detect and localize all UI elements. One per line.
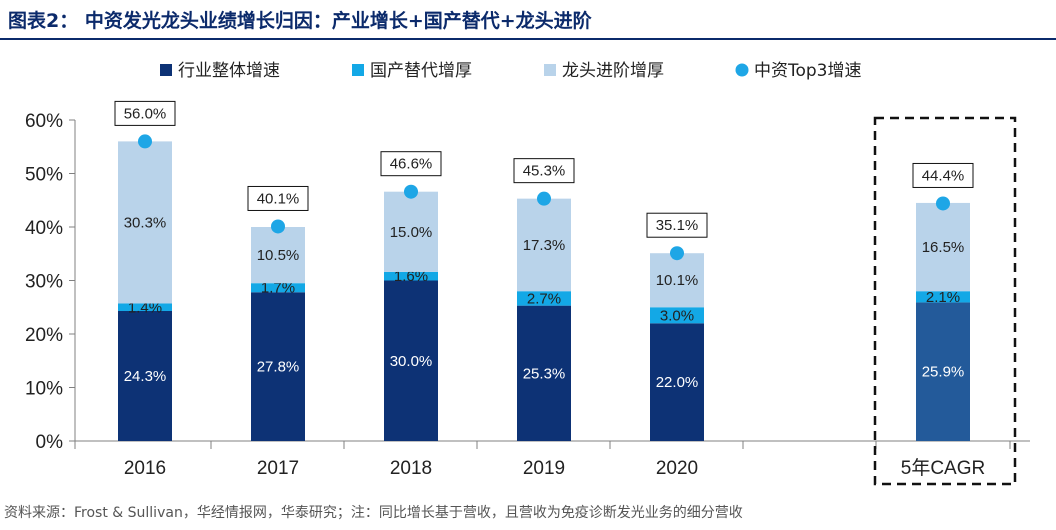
y-tick-label: 0% (36, 432, 64, 453)
total-value-label: 35.1% (656, 217, 699, 234)
bar-segment-label: 1.7% (261, 280, 295, 297)
bar-segment-label: 2.7% (527, 290, 561, 307)
bar-segment-label: 25.9% (922, 364, 965, 381)
total-value-label: 40.1% (257, 190, 300, 207)
total-value-label: 46.6% (390, 156, 433, 173)
bar-segment (650, 253, 704, 308)
bar-segment (251, 283, 305, 293)
top3-dot (271, 219, 285, 234)
bar-segment-label: 15.0% (390, 224, 433, 241)
bar-segment (650, 323, 704, 441)
total-label-box (114, 100, 176, 126)
total-label-box (912, 162, 974, 188)
x-tick-label: 2017 (257, 458, 299, 479)
source-note: 资料来源：Frost & Sullivan，华经情报网，华泰研究；注：同比增长基… (4, 505, 743, 521)
bar-segment-label: 30.3% (124, 214, 167, 231)
total-value-label: 56.0% (124, 105, 167, 122)
bar-segment (118, 303, 172, 311)
x-tick-label: 2020 (656, 458, 698, 479)
bar-segment (517, 291, 571, 306)
cagr-highlight-box (873, 116, 1017, 486)
legend-dot (735, 63, 749, 77)
y-tick-label: 20% (25, 325, 63, 346)
y-tick-label: 10% (25, 379, 63, 400)
bar-segment (650, 307, 704, 324)
legend-label: 中资Top3增速 (754, 61, 862, 81)
title-rule (0, 38, 1056, 40)
bar-segment-label: 10.5% (257, 247, 300, 264)
bar-segment-label: 22.0% (656, 374, 699, 391)
bar-segment (517, 198, 571, 292)
bar-segment (384, 280, 438, 441)
top3-dot (138, 134, 152, 149)
bar-segment (517, 305, 571, 441)
bar-segment-label: 25.3% (523, 365, 566, 382)
bar-segment (251, 292, 305, 441)
bar-segment (251, 227, 305, 284)
bar-segment-label: 27.8% (257, 359, 300, 376)
bar-segment-label: 10.1% (656, 272, 699, 289)
bar-segment (916, 302, 970, 441)
total-label-box (247, 185, 309, 211)
chart-title: 图表2： 中资发光龙头业绩增长归因：产业增长+国产替代+龙头进阶 (8, 10, 592, 32)
legend-label: 行业整体增速 (178, 61, 280, 81)
bar-segment (118, 141, 172, 304)
bar-segment (916, 202, 970, 292)
top3-dot (537, 191, 551, 206)
total-label-box (380, 151, 442, 177)
total-value-label: 44.4% (922, 167, 965, 184)
bar-segment-label: 24.3% (124, 368, 167, 385)
legend-label: 龙头进阶增厚 (562, 61, 664, 81)
x-tick-label: 2019 (523, 458, 565, 479)
bar-segment-label: 1.6% (394, 268, 428, 285)
y-tick-label: 50% (25, 165, 63, 186)
total-label-box (513, 158, 575, 184)
total-label-box (646, 212, 708, 238)
bar-segment-label: 16.5% (922, 239, 965, 256)
bar-segment (384, 271, 438, 281)
top3-dot (670, 246, 684, 261)
x-tick-label: 5年CAGR (901, 457, 985, 479)
bar-segment (118, 310, 172, 441)
bar-segment-label: 30.0% (390, 353, 433, 370)
top3-dot (936, 196, 950, 211)
bar-segment-label: 3.0% (660, 307, 694, 324)
bar-segment-label: 2.1% (926, 289, 960, 306)
legend-swatch (352, 64, 364, 76)
legend-swatch (160, 64, 172, 76)
top3-dot (404, 184, 418, 199)
x-tick-label: 2018 (390, 458, 432, 479)
y-tick-label: 30% (25, 272, 63, 293)
x-tick-label: 2016 (124, 458, 166, 479)
bar-segment (916, 291, 970, 303)
legend-swatch (544, 64, 556, 76)
legend-label: 国产替代增厚 (370, 61, 472, 81)
y-tick-label: 40% (25, 218, 63, 239)
total-value-label: 45.3% (523, 163, 566, 180)
y-tick-label: 60% (25, 111, 63, 132)
bar-segment-label: 17.3% (523, 237, 566, 254)
bar-segment (384, 191, 438, 272)
